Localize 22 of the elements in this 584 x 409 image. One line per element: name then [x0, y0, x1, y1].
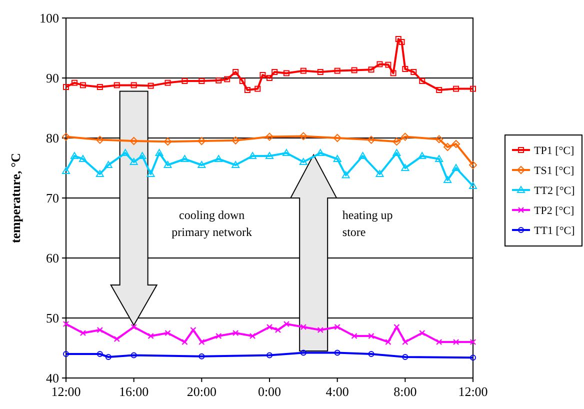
annotation: cooling down primary network — [172, 208, 252, 239]
x-tick-label: 8:00 — [394, 384, 417, 399]
legend-label: TT2 [°C] — [534, 184, 575, 197]
x-tick-label: 4:00 — [326, 384, 349, 399]
annotation: heating up store — [342, 208, 393, 239]
y-tick-label: 50 — [46, 310, 59, 326]
legend-label: TS1 [°C] — [534, 164, 574, 177]
x-tick-label: 20:00 — [186, 384, 216, 399]
x-tick-label: 12:00 — [51, 384, 81, 399]
x-tick-label: 12:00 — [458, 384, 488, 399]
x-tick-label: 0:00 — [258, 384, 282, 399]
y-tick-label: 80 — [46, 130, 59, 146]
y-tick-label: 90 — [46, 70, 59, 86]
legend-label: TT1 [°C] — [534, 224, 575, 237]
y-tick-label: 70 — [46, 190, 59, 206]
y-tick-label: 100 — [40, 10, 59, 26]
y-tick-label: 40 — [46, 370, 59, 386]
y-tick-label: 60 — [46, 250, 59, 266]
y-axis-title: temperature, °C — [8, 152, 23, 244]
legend-label: TP1 [°C] — [534, 144, 574, 157]
legend-label: TP2 [°C] — [534, 204, 574, 217]
x-tick-label: 16:00 — [119, 384, 149, 399]
